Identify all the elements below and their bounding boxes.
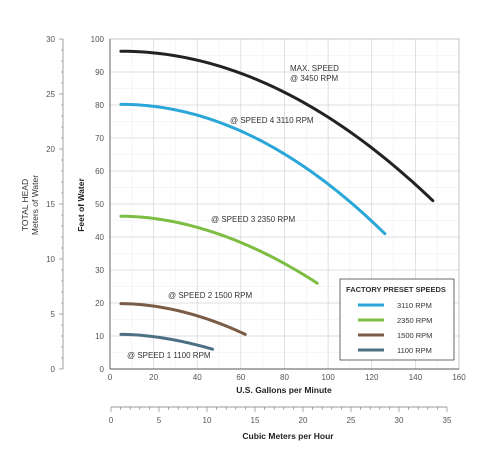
speed2-label: @ SPEED 2 1500 RPM bbox=[168, 291, 252, 300]
x-tick-label: 160 bbox=[452, 373, 466, 382]
legend-entry-label: 2350 RPM bbox=[397, 316, 432, 325]
series bbox=[119, 49, 435, 351]
y2-tick-label: 5 bbox=[51, 310, 56, 319]
y-tick-label: 30 bbox=[95, 266, 104, 275]
series-line-4 bbox=[119, 302, 247, 336]
y-tick-label: 60 bbox=[95, 167, 104, 176]
x-tick-label: 100 bbox=[321, 373, 335, 382]
legend-entry-label: 1100 RPM bbox=[397, 346, 432, 355]
x-tick-label: 80 bbox=[280, 373, 289, 382]
x2-tick-label: 25 bbox=[347, 416, 356, 425]
x2-tick-label: 15 bbox=[251, 416, 260, 425]
x-tick-label: 140 bbox=[409, 373, 423, 382]
x2-tick-label: 0 bbox=[109, 416, 114, 425]
legend-entry-label: 3110 RPM bbox=[397, 301, 432, 310]
y2-tick-label: 30 bbox=[46, 35, 55, 44]
y-tick-label: 40 bbox=[95, 233, 104, 242]
y-tick-label: 20 bbox=[95, 299, 104, 308]
x2-tick-label: 5 bbox=[157, 416, 162, 425]
y2-tick-label: 25 bbox=[46, 90, 55, 99]
y-tick-label: 0 bbox=[100, 365, 105, 374]
y-tick-label: 10 bbox=[95, 332, 104, 341]
series-line-2 bbox=[119, 102, 387, 236]
x2-tick-label: 10 bbox=[203, 416, 212, 425]
legend: FACTORY PRESET SPEEDS 3110 RPM 2350 RPM 15… bbox=[339, 278, 455, 361]
y-axis-title: Feet of Water bbox=[76, 178, 86, 232]
x-tick-label: 60 bbox=[236, 373, 245, 382]
x2-axis-title: Cubic Meters per Hour bbox=[242, 431, 334, 441]
y2-axis-title-line2: Meters of Water bbox=[30, 175, 40, 235]
y-tick-label: 100 bbox=[91, 35, 105, 44]
x-tick-label: 120 bbox=[365, 373, 379, 382]
x2-tick-label: 35 bbox=[443, 416, 452, 425]
series-line-5 bbox=[119, 332, 215, 351]
x-axis-title: U.S. Gallons per Minute bbox=[236, 385, 332, 395]
y2-tick-label: 0 bbox=[51, 365, 56, 374]
x-tick-label: 40 bbox=[193, 373, 202, 382]
x2-tick-label: 30 bbox=[395, 416, 404, 425]
y2-tick-label: 10 bbox=[46, 255, 55, 264]
y2-tick-label: 20 bbox=[46, 145, 55, 154]
x-tick-label: 0 bbox=[108, 373, 113, 382]
y2-axis-title-line1: TOTAL HEAD bbox=[20, 179, 30, 231]
y-tick-label: 90 bbox=[95, 68, 104, 77]
grid bbox=[110, 38, 460, 369]
max-speed-label-line1: MAX. SPEED bbox=[290, 64, 339, 73]
speed1-label: @ SPEED 1 1100 RPM bbox=[127, 351, 211, 360]
y-tick-label: 70 bbox=[95, 134, 104, 143]
y2-tick-label: 15 bbox=[46, 200, 55, 209]
legend-entry-label: 1500 RPM bbox=[397, 331, 432, 340]
legend-title: FACTORY PRESET SPEEDS bbox=[346, 285, 446, 294]
x2-tick-label: 20 bbox=[299, 416, 308, 425]
speed3-label: @ SPEED 3 2350 RPM bbox=[211, 215, 295, 224]
y-tick-label: 80 bbox=[95, 101, 104, 110]
y-tick-label: 50 bbox=[95, 200, 104, 209]
series-line-3 bbox=[119, 214, 319, 285]
speed4-label: @ SPEED 4 3110 RPM bbox=[230, 116, 314, 125]
max-speed-label-line2: @ 3450 RPM bbox=[290, 74, 338, 83]
x-tick-label: 20 bbox=[149, 373, 158, 382]
series-line-1 bbox=[119, 49, 435, 203]
